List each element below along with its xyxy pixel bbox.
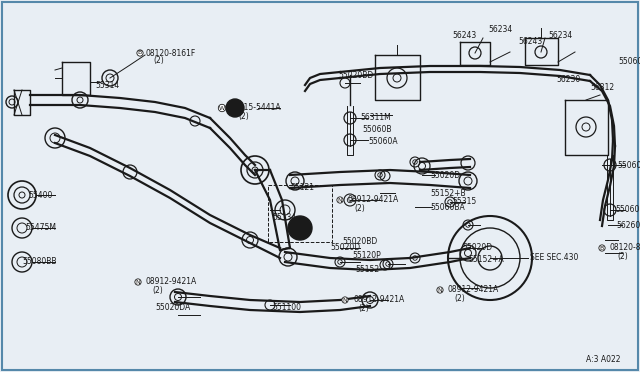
Text: 56243: 56243: [518, 38, 542, 46]
Circle shape: [226, 99, 244, 117]
Text: 55020D: 55020D: [430, 170, 460, 180]
Text: 08912-9421A: 08912-9421A: [348, 196, 399, 205]
Text: 55060BA: 55060BA: [615, 205, 640, 215]
Text: 56234: 56234: [548, 31, 572, 39]
Text: 08912-9421A: 08912-9421A: [448, 285, 499, 295]
Text: 56243: 56243: [452, 31, 476, 39]
Text: 55060A: 55060A: [617, 160, 640, 170]
Text: 55020DA: 55020DA: [155, 304, 190, 312]
Text: (2): (2): [152, 285, 163, 295]
Text: (2): (2): [238, 112, 249, 121]
Text: 55152+B: 55152+B: [430, 189, 466, 198]
Text: B: B: [600, 246, 604, 250]
Text: N: N: [136, 279, 140, 285]
Text: W: W: [219, 106, 225, 110]
Text: 56311M: 56311M: [360, 113, 391, 122]
Text: N: N: [342, 298, 348, 302]
Text: 55060A: 55060A: [368, 138, 397, 147]
Text: 56312: 56312: [590, 83, 614, 93]
Text: 55121: 55121: [290, 183, 314, 192]
Text: 55314: 55314: [95, 80, 119, 90]
Text: N: N: [438, 288, 442, 292]
Text: 55020D: 55020D: [330, 244, 360, 253]
Text: A:3 A022: A:3 A022: [586, 356, 621, 365]
Text: 55152+A: 55152+A: [468, 256, 504, 264]
Text: (2): (2): [354, 203, 365, 212]
Text: 08120-8161F: 08120-8161F: [610, 244, 640, 253]
Text: 55315: 55315: [452, 198, 476, 206]
Text: 55020D: 55020D: [462, 244, 492, 253]
Text: 56234: 56234: [488, 26, 512, 35]
Text: 56230: 56230: [556, 76, 580, 84]
Text: 55060B: 55060B: [618, 58, 640, 67]
Text: 56260N: 56260N: [616, 221, 640, 230]
Text: N: N: [338, 198, 342, 202]
Text: 55152: 55152: [355, 266, 379, 275]
Text: B: B: [138, 51, 142, 55]
Text: (2): (2): [358, 304, 369, 312]
Text: 55060BA: 55060BA: [430, 202, 465, 212]
Text: 55134: 55134: [272, 214, 296, 222]
Text: 55020BD: 55020BD: [338, 71, 373, 80]
Text: 09915-5441A: 09915-5441A: [230, 103, 282, 112]
Text: 55020BD: 55020BD: [342, 237, 377, 247]
Text: 08120-8161F: 08120-8161F: [145, 48, 195, 58]
Text: (2): (2): [153, 57, 164, 65]
Circle shape: [288, 216, 312, 240]
Text: (2): (2): [454, 294, 465, 302]
Text: SEE SEC.430: SEE SEC.430: [530, 253, 579, 263]
Text: 08912-9421A: 08912-9421A: [146, 278, 197, 286]
Text: 55080BB: 55080BB: [22, 257, 56, 266]
Text: 55475M: 55475M: [25, 224, 56, 232]
Text: 08912-9421A: 08912-9421A: [353, 295, 404, 305]
Text: (2): (2): [617, 251, 628, 260]
Text: 551100: 551100: [272, 304, 301, 312]
Text: 55400: 55400: [28, 190, 52, 199]
Text: 55120P: 55120P: [352, 250, 381, 260]
Text: 55060B: 55060B: [362, 125, 392, 135]
